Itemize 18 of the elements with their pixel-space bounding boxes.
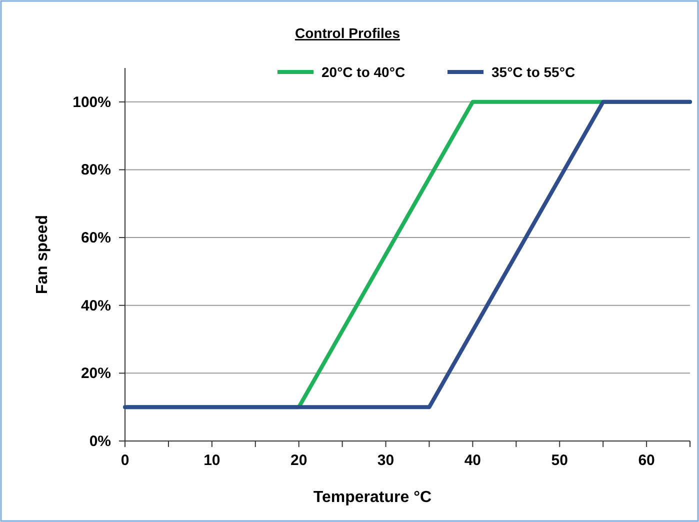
x-tick-label: 20	[290, 452, 308, 469]
y-tick-label: 0%	[89, 433, 111, 450]
chart-title: Control Profiles	[294, 25, 400, 41]
y-tick-label: 100%	[72, 94, 111, 111]
legend-label: 20°C to 40°C	[322, 64, 406, 80]
x-tick-label: 60	[638, 452, 655, 469]
y-tick-label: 40%	[80, 297, 111, 314]
y-tick-label: 60%	[80, 230, 111, 247]
x-axis-title: Temperature °C	[313, 489, 432, 506]
x-tick-label: 50	[551, 452, 568, 469]
y-tick-label: 20%	[80, 365, 111, 382]
y-axis-title: Fan speed	[34, 214, 51, 294]
legend-label: 35°C to 55°C	[492, 64, 576, 80]
x-tick-label: 40	[464, 452, 482, 469]
x-tick-label: 0	[120, 452, 130, 469]
x-tick-label: 30	[377, 452, 394, 469]
y-tick-label: 80%	[80, 162, 111, 179]
x-tick-label: 10	[204, 452, 220, 469]
